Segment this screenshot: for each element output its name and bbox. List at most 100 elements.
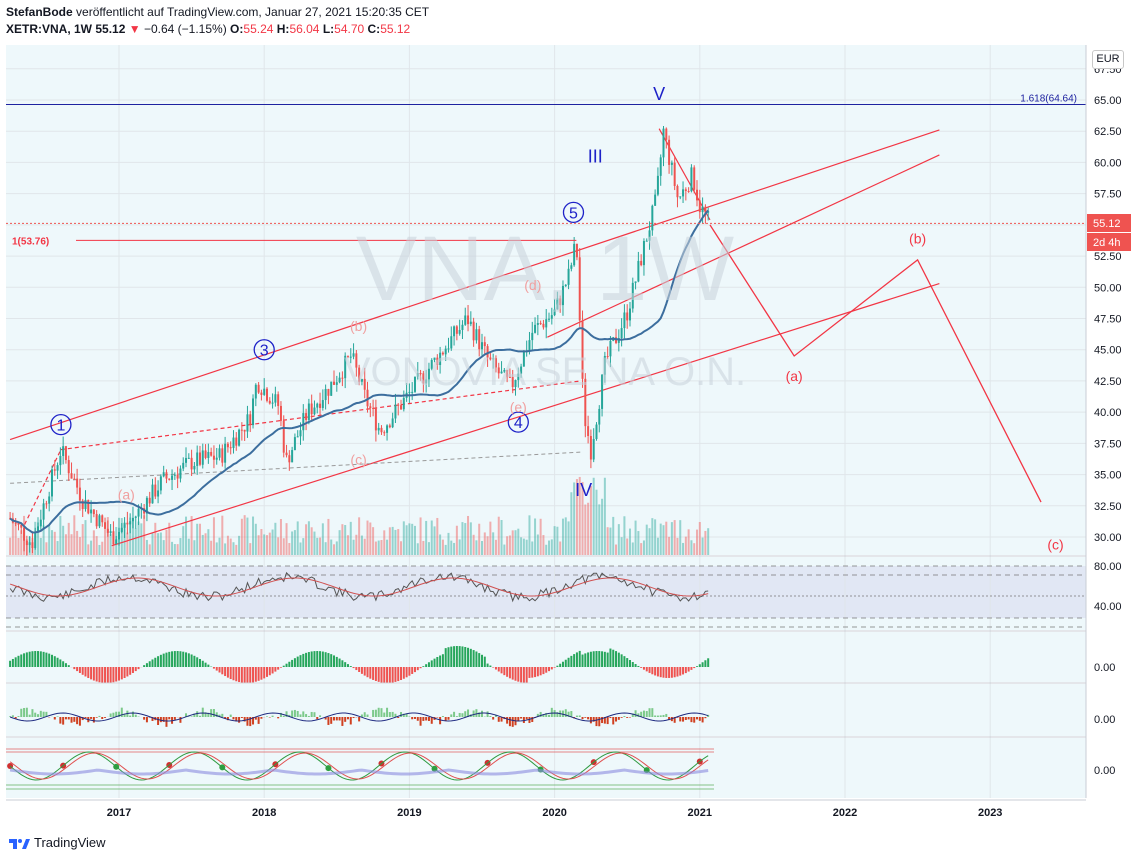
macd-pane[interactable]: [6, 632, 1086, 682]
volume-bar: [187, 538, 190, 555]
macd-hist-bar: [469, 648, 472, 667]
macd-hist-bar: [349, 666, 352, 667]
candle-body: [626, 312, 629, 321]
candle-body: [366, 389, 369, 407]
macd-hist-bar: [366, 667, 369, 678]
candle-body: [25, 540, 28, 546]
hist-bar: [9, 716, 12, 717]
hist-bar: [190, 716, 193, 717]
price-axis[interactable]: 30.00 32.50 35.00 37.50 40.00 42.50 45.00 47.50…: [1085, 45, 1122, 798]
macd-hist-bar: [327, 653, 330, 667]
hist-bar: [358, 717, 361, 722]
candle-body: [73, 478, 76, 480]
macd-hist-bar: [682, 667, 685, 675]
hist-bar: [489, 715, 492, 717]
candle-body: [265, 388, 268, 401]
currency-button[interactable]: EUR: [1092, 50, 1124, 69]
candle-body: [388, 425, 391, 428]
volume-bar: [95, 536, 98, 555]
volume-bar: [525, 539, 528, 555]
volume-bar: [508, 535, 511, 555]
macd-hist-bar: [302, 653, 305, 667]
volume-bar: [637, 531, 640, 555]
candle-body: [489, 357, 492, 360]
candle-body: [433, 357, 436, 360]
candle-body: [601, 374, 604, 409]
wave-v-line: [658, 128, 711, 221]
hist-bar: [550, 707, 553, 717]
volume-bar: [623, 516, 626, 555]
hist-bar: [707, 714, 710, 717]
macd-hist-bar: [684, 667, 687, 674]
volume-bar: [369, 522, 372, 555]
histogram-pane[interactable]: [6, 684, 1086, 736]
hist-bar: [70, 717, 73, 723]
watermark-name: VONOVIA SE NA O.N.: [344, 350, 746, 394]
volume-bar: [413, 525, 416, 555]
macd-hist-bar: [358, 667, 361, 672]
volume-bar: [609, 527, 612, 555]
candle-body: [134, 516, 137, 518]
macd-hist-bar: [9, 660, 12, 667]
macd-hist-bar: [626, 658, 629, 667]
volume-bar: [587, 502, 590, 555]
candle-body: [20, 524, 23, 528]
fib-levels: 1.618(64.64) 1(53.76): [6, 93, 1086, 247]
macd-hist-bar: [573, 654, 576, 667]
hist-bar: [397, 717, 400, 718]
hist-bar: [656, 715, 659, 717]
tradingview-footer[interactable]: TradingView: [8, 835, 106, 850]
hist-bar: [659, 715, 662, 717]
wave-label: IV: [575, 480, 592, 500]
candle-body: [436, 357, 439, 365]
macd-hist-bar: [171, 651, 174, 667]
volume-bar: [224, 543, 227, 555]
candle-body: [319, 403, 322, 408]
candle-body: [413, 376, 416, 392]
macd-hist-bar: [324, 652, 327, 667]
macd-hist-bar: [397, 667, 400, 682]
author-name[interactable]: StefanBode: [6, 5, 73, 19]
price-tick-label: 50.00: [1094, 282, 1122, 294]
candle-body: [67, 460, 70, 474]
hist-bar: [56, 716, 59, 717]
hist-bar: [704, 717, 707, 719]
hist-bar: [422, 717, 425, 721]
volume-bar: [53, 531, 56, 555]
hist-bar: [606, 717, 609, 725]
volume-bar: [642, 540, 645, 555]
price-tick-label: 60.00: [1094, 157, 1122, 169]
candle-body: [425, 379, 428, 384]
time-axis[interactable]: 2017 2018 2019 2020 2021 2022 2023: [6, 799, 1086, 819]
macd-hist-bar: [285, 663, 288, 667]
macd-hist-bar: [165, 652, 168, 667]
candle-body: [235, 437, 238, 446]
macd-hist-bar: [444, 648, 447, 667]
candle-body: [226, 443, 229, 448]
volume-bar: [344, 525, 347, 555]
macd-hist-bar: [104, 667, 107, 683]
main-pane[interactable]: [6, 45, 1086, 555]
hist-bar: [20, 708, 23, 717]
candle-body: [503, 370, 506, 372]
volume-bar: [274, 522, 277, 555]
zero-tick-label: 0.00: [1094, 714, 1115, 726]
symbol-name[interactable]: XETR:VNA, 1W: [6, 22, 93, 36]
volume-bar: [282, 538, 285, 555]
hist-bar: [305, 714, 308, 717]
stochastic-pane[interactable]: [6, 738, 1086, 798]
hist-bar: [400, 712, 403, 717]
macd-hist-bar: [525, 667, 528, 683]
macd-hist-bar: [603, 651, 606, 667]
macd-hist-bar: [388, 667, 391, 683]
price-tick-label: 35.00: [1094, 470, 1122, 482]
volume-bar: [659, 523, 662, 555]
macd-hist-bar: [176, 651, 179, 667]
hist-bar: [313, 712, 316, 717]
hist-bar: [279, 712, 282, 717]
macd-hist-bar: [305, 652, 308, 667]
volume-bar: [204, 533, 207, 555]
volume-bar: [45, 542, 48, 555]
volume-bar: [690, 540, 693, 555]
